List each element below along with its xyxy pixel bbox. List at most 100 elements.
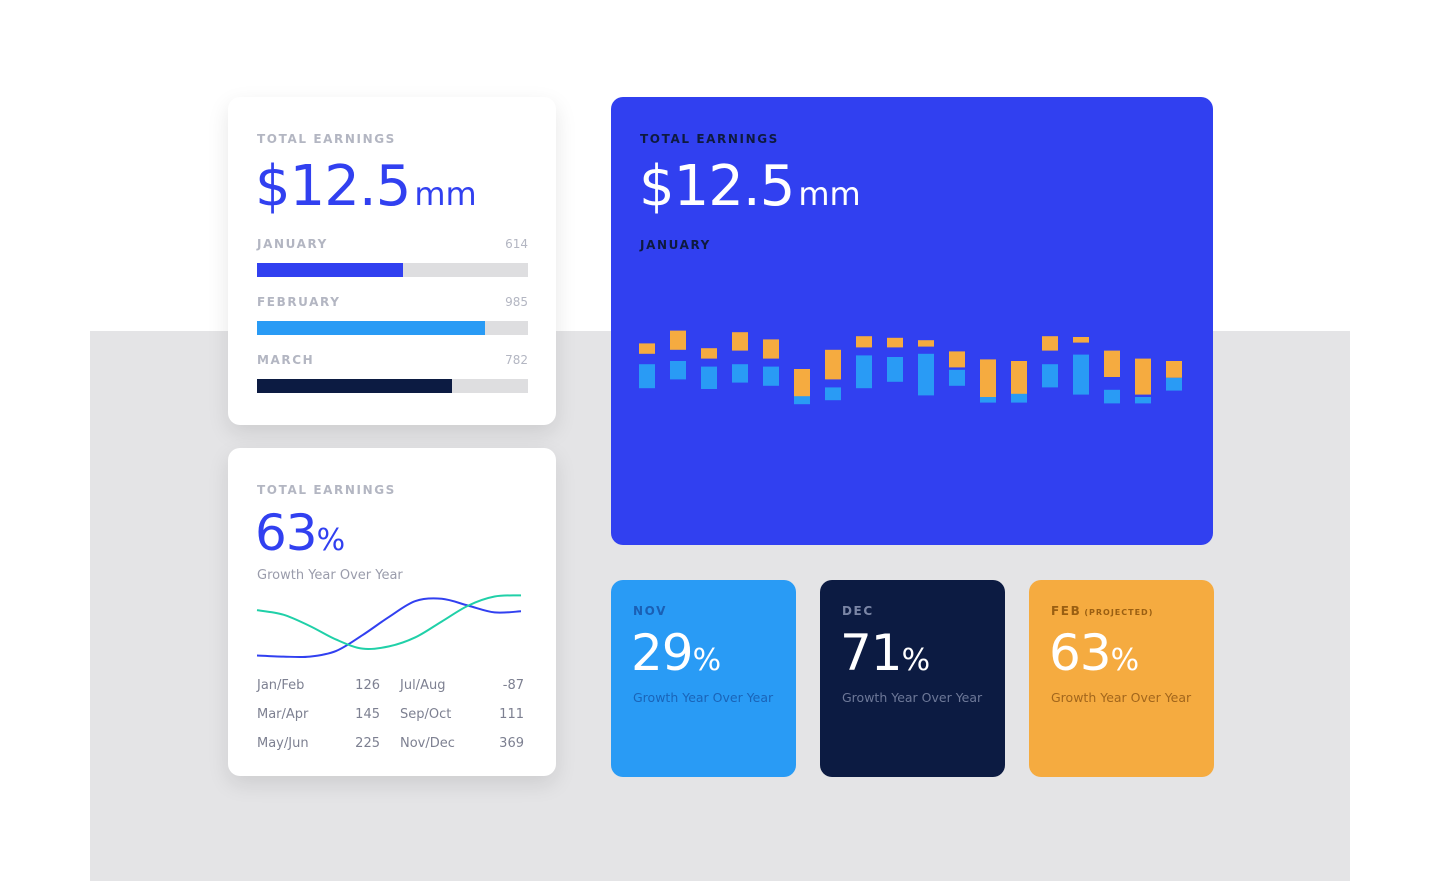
bar-orange-2 (670, 330, 686, 350)
stat-label: Mar/Apr (257, 707, 309, 722)
card-title: TOTAL EARNINGS (257, 483, 396, 497)
amount-unit: mm (414, 175, 477, 213)
bar-blue-13 (1011, 393, 1027, 403)
bar-blue-10 (918, 353, 934, 396)
amount-value: $12.5 (255, 154, 411, 219)
bar-orange-7 (825, 349, 841, 380)
bar-orange-8 (856, 336, 872, 348)
earnings-amount: $12.5 mm (255, 154, 477, 219)
bar-orange-14 (1042, 336, 1058, 351)
percent-value: 63 (1049, 624, 1112, 682)
stat-value: -87 (502, 678, 524, 693)
card-title: TOTAL EARNINGS (257, 132, 396, 146)
bar-orange-1 (639, 343, 655, 354)
month-label: MARCH (257, 353, 315, 367)
percent-sign: % (692, 643, 722, 678)
growth-card-dec: DEC 71% Growth Year Over Year (820, 580, 1005, 777)
bar-blue-17 (1135, 397, 1151, 404)
bar-orange-4 (732, 332, 748, 351)
month-label: FEB (PROJECTED) (1051, 604, 1153, 618)
bar-blue-16 (1104, 389, 1120, 404)
stat-label: May/Jun (257, 736, 309, 751)
growth-card-nov: NOV 29% Growth Year Over Year (611, 580, 796, 777)
bar-orange-17 (1135, 358, 1151, 395)
growth-line-chart (256, 594, 522, 659)
bar-orange-18 (1166, 361, 1182, 378)
bar-blue-2 (670, 361, 686, 380)
line-series-blue (256, 597, 522, 659)
month-row-march: MARCH 782 (257, 353, 528, 393)
bar-orange-12 (980, 359, 996, 401)
month-row-february: FEBRUARY 985 (257, 295, 528, 335)
growth-subtitle: Growth Year Over Year (257, 568, 403, 583)
month-label: JANUARY (257, 237, 328, 251)
percent-sign: % (901, 643, 931, 678)
month-value: 782 (505, 353, 528, 367)
earnings-summary-card: TOTAL EARNINGS $12.5 mm JANUARY 614 FEBRU… (228, 97, 556, 425)
stat-value: 369 (499, 736, 524, 751)
stat-label: Nov/Dec (400, 736, 455, 751)
growth-percent: 63% (255, 504, 345, 562)
bar-orange-11 (949, 351, 965, 368)
bar-orange-9 (887, 337, 903, 348)
bar-orange-16 (1104, 350, 1120, 377)
bar-blue-5 (763, 366, 779, 386)
earnings-amount: $12.5 mm (639, 154, 861, 219)
bar-blue-4 (732, 364, 748, 383)
bar-blue-12 (980, 397, 996, 403)
bar-blue-11 (949, 369, 965, 386)
growth-subtitle: Growth Year Over Year (633, 690, 774, 705)
percent-sign: % (316, 523, 346, 558)
bar-orange-6 (794, 369, 810, 398)
month-label: FEBRUARY (257, 295, 341, 309)
month-name: NOV (633, 604, 668, 618)
month-name: DEC (842, 604, 874, 618)
bar-orange-3 (701, 348, 717, 359)
growth-subtitle: Growth Year Over Year (842, 690, 983, 705)
stat-value: 225 (355, 736, 380, 751)
stat-label: Jan/Feb (257, 678, 305, 693)
bar-orange-15 (1073, 337, 1089, 343)
progress-fill (257, 263, 404, 277)
bar-blue-9 (887, 357, 903, 382)
stat-value: 126 (355, 678, 380, 693)
bar-orange-10 (918, 340, 934, 347)
stat-label: Sep/Oct (400, 707, 452, 722)
growth-subtitle: Growth Year Over Year (1051, 690, 1192, 705)
month-value: 985 (505, 295, 528, 309)
percent-sign: % (1110, 643, 1140, 678)
percent-value: 29 (631, 624, 694, 682)
stat-label: Jul/Aug (400, 678, 446, 693)
percent-value: 63 (255, 504, 318, 562)
bar-orange-13 (1011, 361, 1027, 397)
progress-track (257, 379, 528, 393)
bar-orange-5 (763, 339, 779, 359)
line-series-teal (256, 594, 522, 651)
bar-blue-1 (639, 364, 655, 389)
bar-blue-18 (1166, 377, 1182, 391)
progress-fill (257, 321, 485, 335)
main-earnings-card: TOTAL EARNINGS $12.5 mm JANUARY (611, 97, 1213, 545)
growth-percent: 71% (840, 624, 930, 682)
month-label: DEC (842, 604, 877, 618)
progress-track (257, 321, 528, 335)
growth-card-feb-projected: FEB (PROJECTED) 63% Growth Year Over Year (1029, 580, 1214, 777)
growth-percent: 63% (1049, 624, 1139, 682)
bar-blue-8 (856, 355, 872, 389)
stat-value: 111 (499, 707, 524, 722)
amount-unit: mm (798, 175, 861, 213)
bar-blue-14 (1042, 364, 1058, 388)
percent-value: 71 (840, 624, 903, 682)
progress-track (257, 263, 528, 277)
month-value: 614 (505, 237, 528, 251)
progress-fill (257, 379, 453, 393)
card-title: TOTAL EARNINGS (640, 132, 779, 146)
amount-value: $12.5 (639, 154, 795, 219)
month-qualifier: (PROJECTED) (1084, 608, 1154, 617)
bar-blue-7 (825, 387, 841, 401)
floating-bar-chart (639, 330, 1182, 405)
month-name: FEB (1051, 604, 1082, 618)
month-row-january: JANUARY 614 (257, 237, 528, 277)
month-label: NOV (633, 604, 670, 618)
growth-percent: 29% (631, 624, 721, 682)
